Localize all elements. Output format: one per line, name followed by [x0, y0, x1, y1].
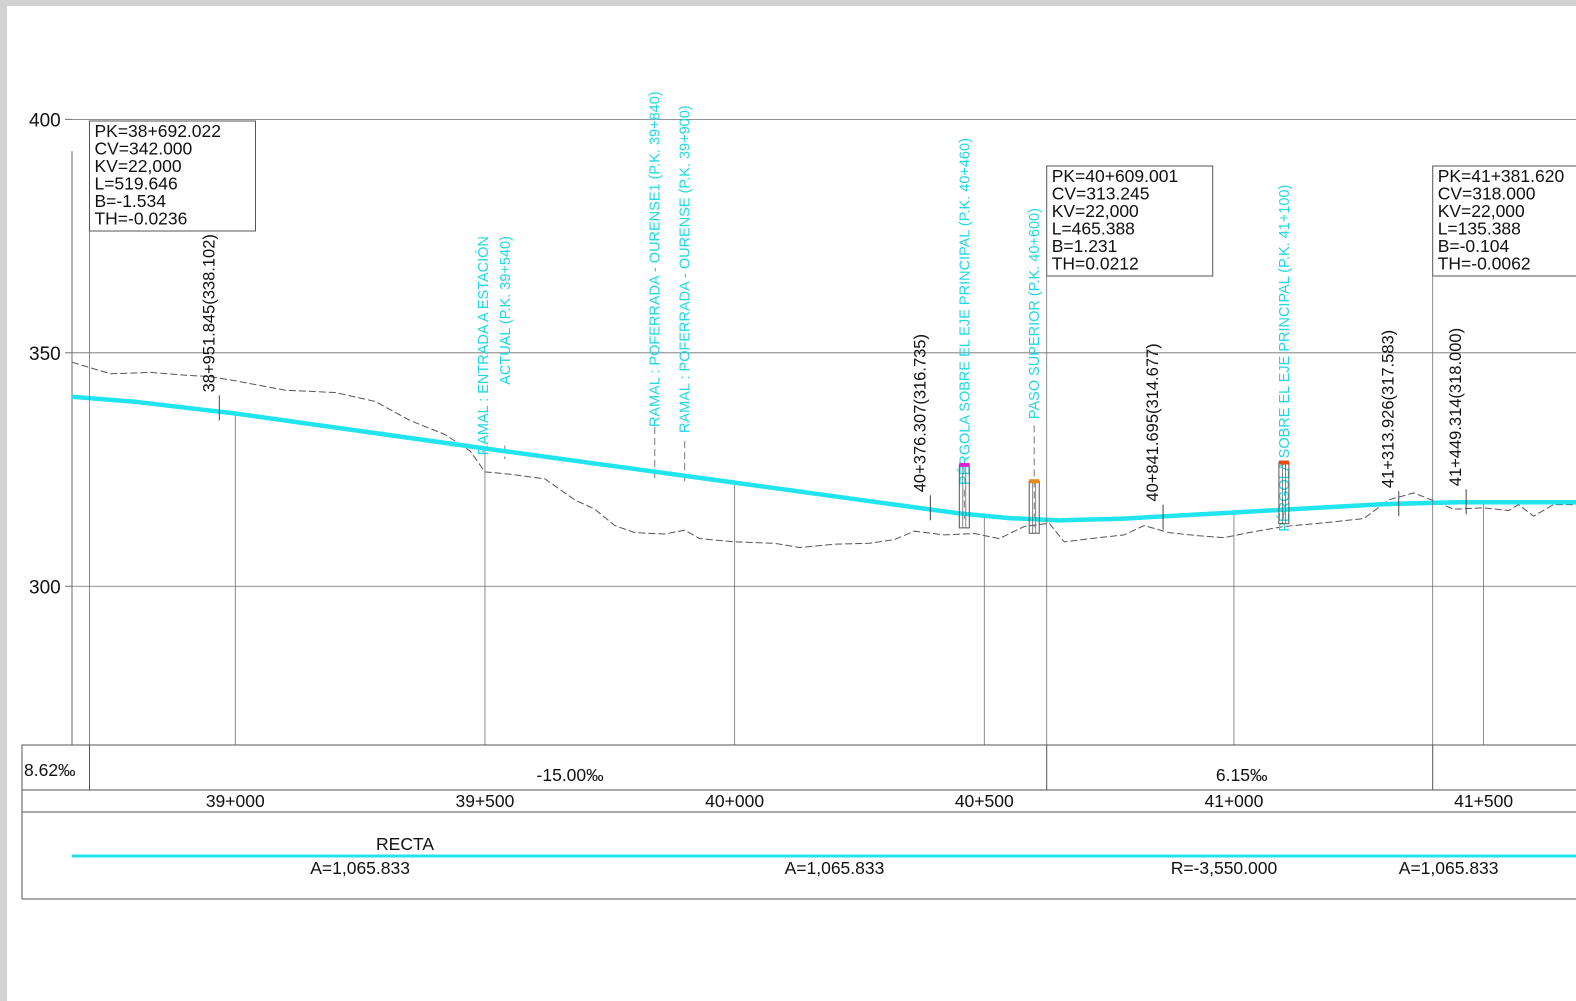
elevation-tick-label: 300	[29, 577, 61, 598]
vertical-curve-box: PK=40+609.001CV=313.245KV=22,000L=465.38…	[1046, 165, 1214, 745]
vertical-curve-param: TH=-0.0062	[1438, 254, 1531, 274]
station-tick-label: 41+000	[1205, 791, 1264, 811]
label-text: 41+449.314(318.000)	[1447, 328, 1465, 486]
label-text: 38+951.845(338.102)	[200, 234, 218, 392]
label-text: 40+841.695(314.677)	[1144, 343, 1162, 501]
station-tick-label: 40+500	[955, 791, 1014, 811]
terrain-line	[71, 361, 1576, 549]
annotation-text: RAMAL : ENTRADA A ESTACIÓN	[475, 236, 492, 455]
structure-marker	[1278, 460, 1290, 525]
vertical-curve-param: B=1.231	[1052, 236, 1118, 256]
annotation-text: PASO SUPERIOR (P.K. 40+600)	[1027, 208, 1043, 419]
alignment-label: A=1,065.833	[310, 858, 410, 878]
vertical-curve-param: TH=-0.0236	[94, 209, 187, 229]
vertical-curve-box: PK=41+381.620CV=318.000KV=22,000L=135.38…	[1432, 165, 1576, 745]
vertical-curve-param: CV=318.000	[1438, 184, 1536, 204]
structure-marker	[1028, 479, 1040, 534]
vertical-curve-param: TH=0.0212	[1052, 254, 1139, 274]
rasante-profile	[71, 394, 1576, 523]
annotation-layer: RAMAL : ENTRADA A ESTACIÓN ACTUAL (P.K. 3…	[475, 91, 1293, 531]
station-elevation-label: 40+841.695(314.677)	[1144, 343, 1164, 530]
vertical-curve-param: PK=41+381.620	[1438, 166, 1565, 186]
terrain-profile	[71, 361, 1576, 549]
structure-annotation: RAMAL : POFERRADA - OURENSE1 (P.K. 39+84…	[648, 91, 664, 480]
vertical-curve-frame	[1046, 165, 1214, 277]
elevation-tick-label: 350	[29, 344, 61, 365]
slope-label: -15.00‰	[537, 765, 605, 785]
rasante-line	[71, 394, 1576, 523]
structure-annotation: PASO SUPERIOR (P.K. 40+600)	[1027, 208, 1043, 528]
station-elevation-label: 41+449.314(318.000)	[1447, 328, 1467, 515]
guitar-bands: 8.62‰ -15.00‰ 6.15‰ 39+000 39+500 40+000 40+50…	[21, 744, 1576, 900]
vertical-curve-param: CV=342.000	[94, 139, 192, 159]
alignment-label: R=-3,550.000	[1171, 858, 1278, 878]
grid: 400 350 300	[29, 110, 1576, 745]
vertical-curve-box: PK=38+692.022CV=342.000KV=22,000L=519.64…	[88, 120, 256, 745]
alignment-title: RECTA	[376, 834, 434, 854]
structure-cap	[959, 462, 970, 467]
annotation-text: PÉRGOLA SOBRE EL EJE PRINCIPAL (P.K. 40+…	[956, 138, 973, 485]
vertical-curve-param: KV=22,000	[1438, 201, 1525, 221]
vertical-curve-param: L=135.388	[1438, 219, 1521, 239]
station-elevation-label: 41+313.926(317.583)	[1380, 330, 1400, 517]
slope-label: 6.15‰	[1216, 765, 1268, 785]
vertical-curve-param: B=-1.534	[94, 191, 166, 211]
label-text: 40+376.307(316.735)	[911, 334, 929, 492]
structure-cap	[1029, 479, 1040, 484]
vertical-curve-boxes: PK=38+692.022CV=342.000KV=22,000L=519.64…	[88, 120, 1576, 745]
vertical-curve-param: PK=40+609.001	[1052, 166, 1179, 186]
elevation-tick-label: 400	[29, 110, 61, 131]
station-elevation-label: 40+376.307(316.735)	[911, 334, 931, 521]
station-tick-label: 40+000	[705, 791, 764, 811]
vertical-curve-param: PK=38+692.022	[94, 121, 221, 141]
alignment-label: A=1,065.833	[785, 858, 885, 878]
station-elevation-label: 38+951.845(338.102)	[200, 234, 220, 421]
slope-label: 8.62‰	[24, 760, 76, 780]
vertical-curve-param: KV=22,000	[94, 156, 181, 176]
vertical-curve-param: B=-0.104	[1438, 236, 1510, 256]
structure-annotation: PÉRGOLA SOBRE EL EJE PRINCIPAL (P.K. 40+…	[956, 138, 973, 522]
vertical-curve-param: KV=22,000	[1052, 201, 1139, 221]
annotation-text: ACTUAL (P.K. 39+540)	[498, 236, 514, 385]
point-labels-layer: 38+951.845(338.102) 40+376.307(316.735) 40…	[200, 234, 1467, 530]
drawing-sheet: 400 350 300 RAMAL : ENTRADA A ESTACIÓN ACTU…	[7, 6, 1576, 1001]
structure-annotation: RAMAL : ENTRADA A ESTACIÓN ACTUAL (P.K. 3…	[475, 236, 514, 460]
structure-cap	[1278, 460, 1289, 465]
structure-annotation: RAMAL : POFERRADA - OURENSE (P.K. 39+900…	[678, 105, 694, 484]
station-tick-label: 39+500	[456, 791, 515, 811]
annotation-text: RAMAL : POFERRADA - OURENSE1 (P.K. 39+84…	[648, 91, 664, 427]
longitudinal-profile: 400 350 300 RAMAL : ENTRADA A ESTACIÓN ACTU…	[21, 91, 1576, 900]
alignment-label: A=1,065.833	[1399, 858, 1499, 878]
vertical-curve-frame	[88, 120, 256, 232]
vertical-curve-frame	[1432, 165, 1576, 277]
structures-layer	[958, 460, 1290, 534]
vertical-curve-param: L=519.646	[94, 174, 177, 194]
vertical-curve-param: CV=313.245	[1052, 184, 1150, 204]
band-frame	[21, 744, 1576, 900]
annotation-text: RAMAL : POFERRADA - OURENSE (P.K. 39+900…	[678, 105, 694, 433]
station-tick-label: 39+000	[206, 791, 265, 811]
station-tick-label: 41+500	[1454, 791, 1513, 811]
label-text: 41+313.926(317.583)	[1380, 330, 1398, 488]
vertical-curve-param: L=465.388	[1052, 219, 1135, 239]
structure-marker	[958, 462, 970, 529]
annotation-text: PÉRGOLA SOBRE EL EJE PRINCIPAL (P.K. 41+…	[1276, 185, 1293, 532]
